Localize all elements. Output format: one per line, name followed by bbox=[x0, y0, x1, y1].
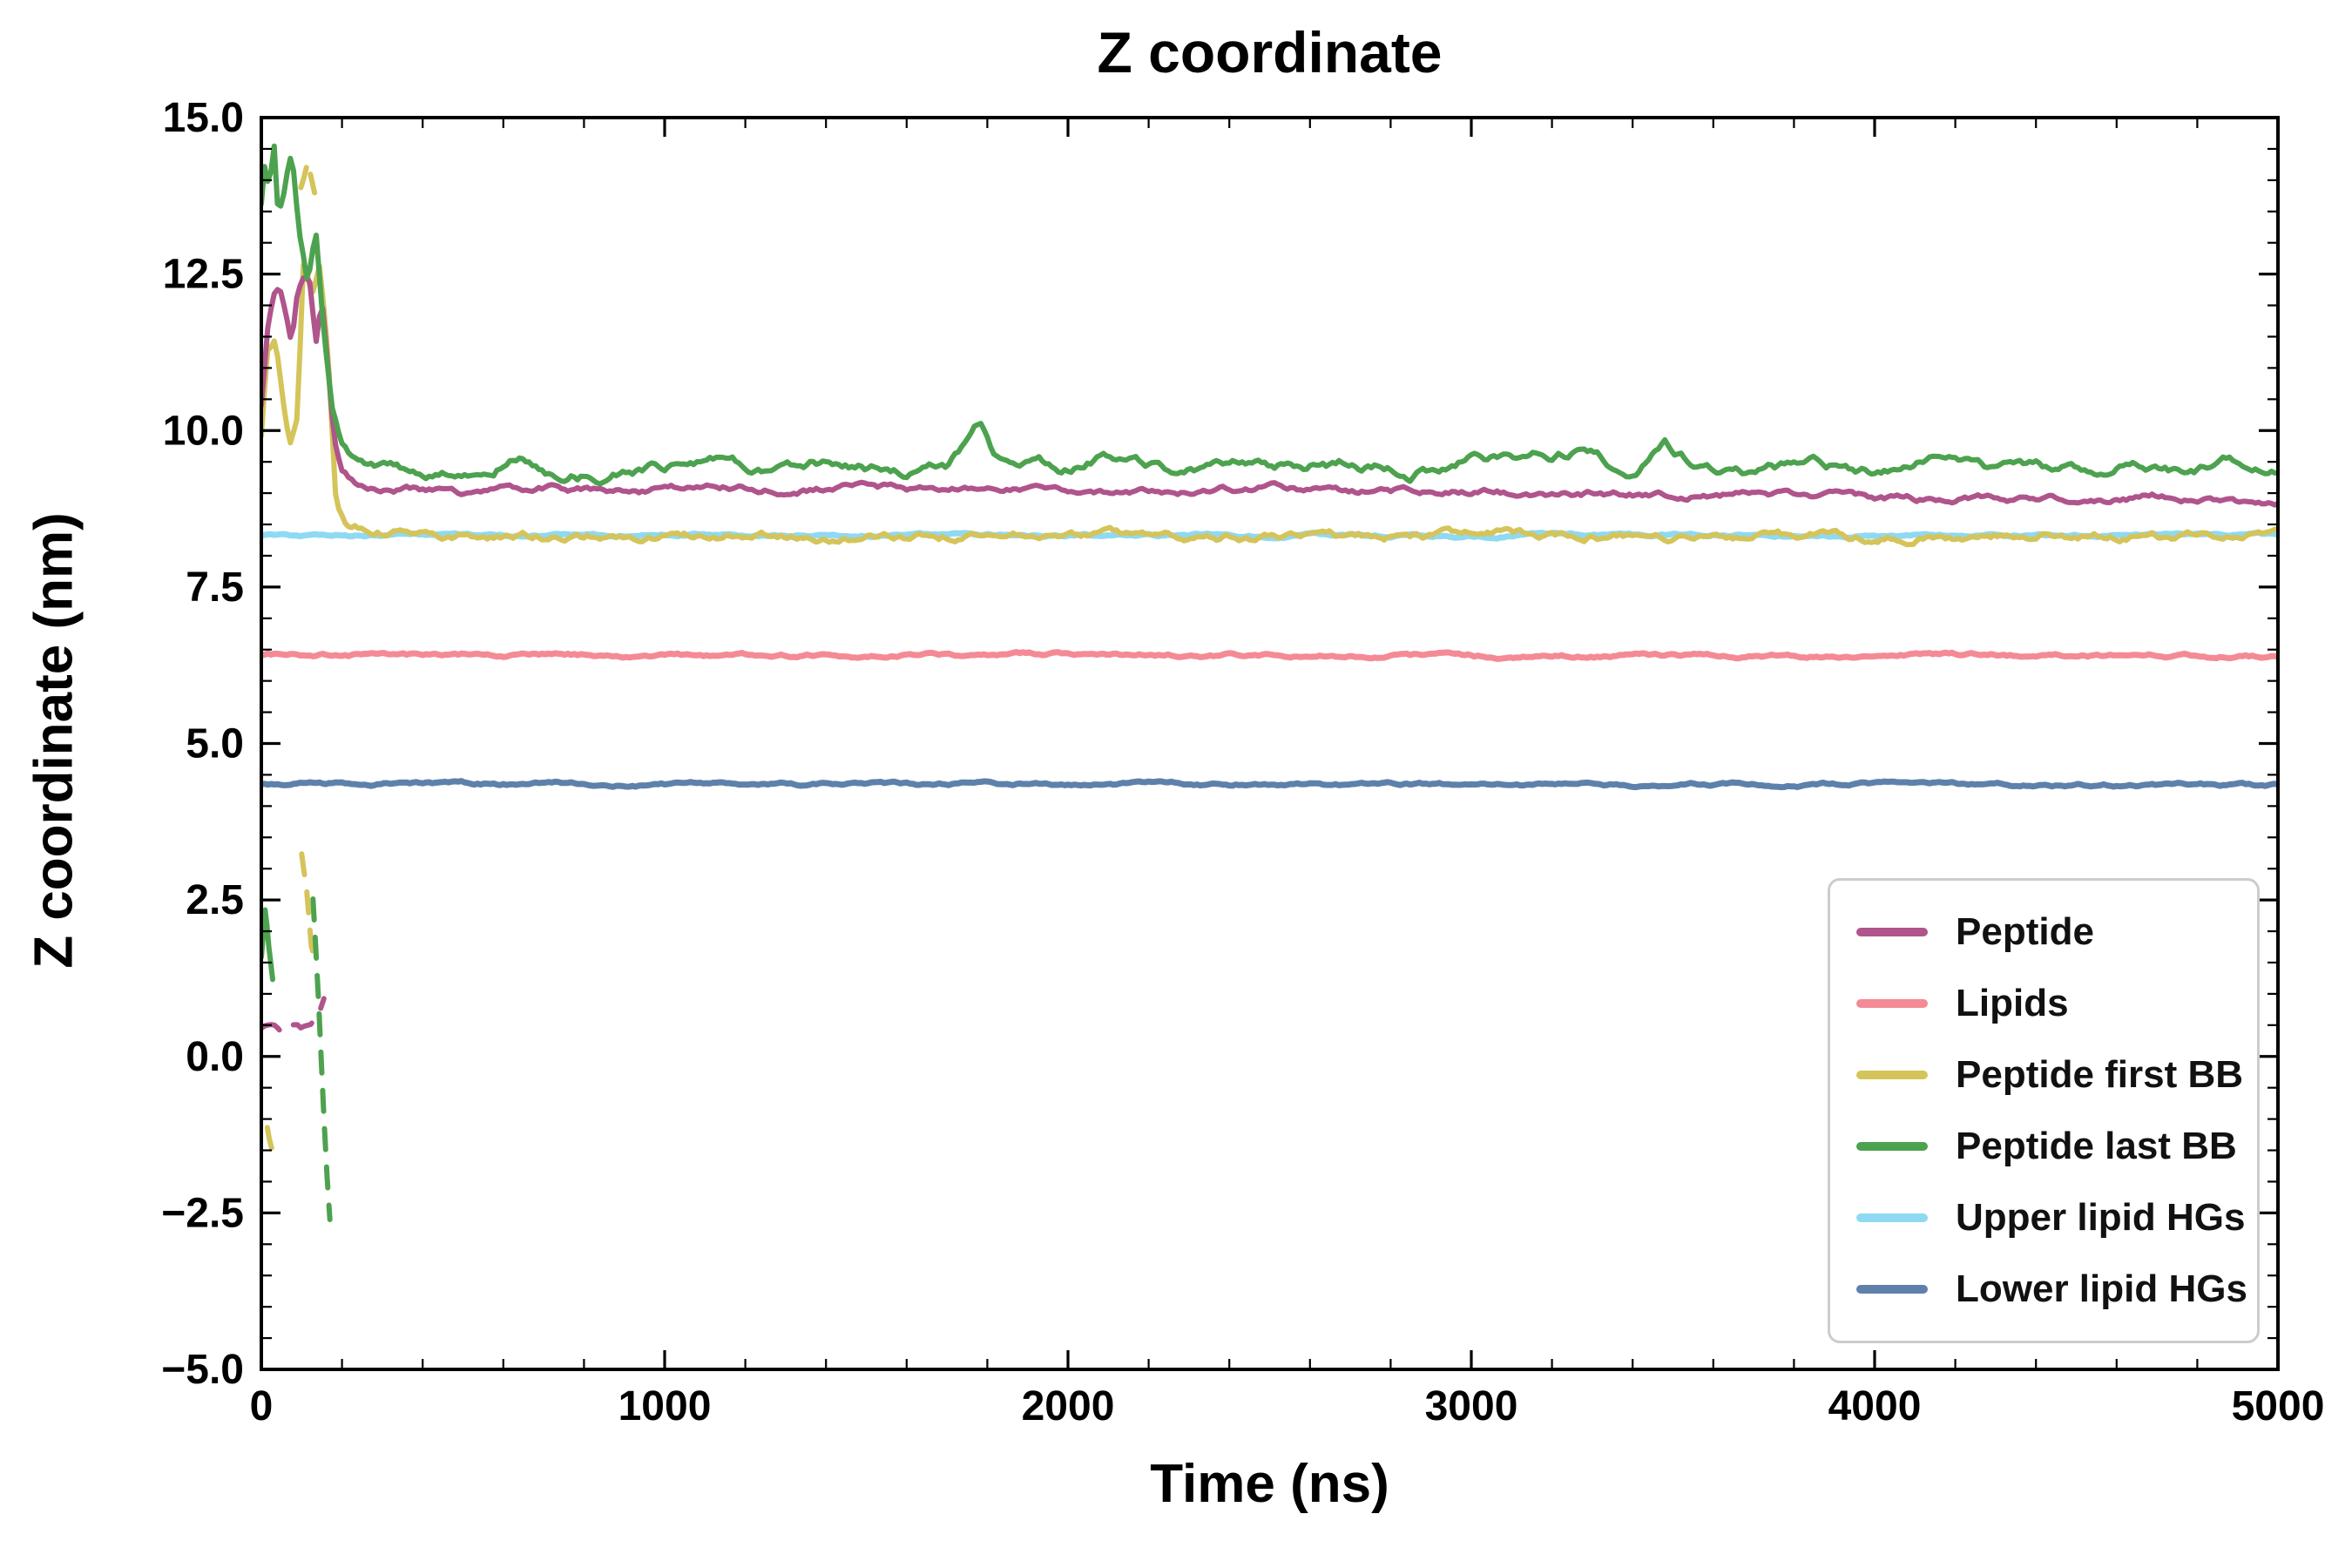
legend-swatch bbox=[1856, 1142, 1928, 1151]
legend-swatch bbox=[1856, 999, 1928, 1008]
y-tick-label: 0.0 bbox=[186, 1034, 244, 1080]
legend-swatch bbox=[1856, 1071, 1928, 1079]
x-tick-label: 5000 bbox=[2232, 1383, 2325, 1429]
y-tick-label: 2.5 bbox=[186, 877, 244, 923]
chart-title: Z coordinate bbox=[1097, 20, 1443, 84]
legend-label: Peptide last BB bbox=[1956, 1125, 2237, 1167]
y-tick-label: −2.5 bbox=[161, 1190, 244, 1236]
y-tick-label: 7.5 bbox=[186, 564, 244, 611]
legend: Peptide Lipids Peptide first BB Peptide las… bbox=[1828, 878, 2260, 1343]
y-tick-label: −5.0 bbox=[161, 1347, 244, 1393]
x-axis-label: Time (ns) bbox=[1150, 1454, 1389, 1514]
legend-item: Peptide bbox=[1856, 910, 2231, 954]
y-tick-label: 10.0 bbox=[163, 408, 244, 454]
legend-label: Lower lipid HGs bbox=[1956, 1267, 2247, 1310]
legend-item: Upper lipid HGs bbox=[1856, 1196, 2245, 1240]
legend-label: Peptide first BB bbox=[1956, 1053, 2244, 1096]
legend-label: Upper lipid HGs bbox=[1956, 1196, 2246, 1239]
legend-swatch bbox=[1856, 1285, 1928, 1294]
legend-item: Lower lipid HGs bbox=[1856, 1267, 2247, 1311]
series-lower-lipid-hgs bbox=[261, 778, 2278, 791]
y-tick-label: 15.0 bbox=[163, 95, 244, 141]
legend-item: Peptide last BB bbox=[1856, 1125, 2237, 1168]
y-tick-label: 12.5 bbox=[163, 252, 244, 298]
x-tick-label: 0 bbox=[250, 1383, 274, 1429]
legend-label: Lipids bbox=[1956, 982, 2069, 1024]
legend-label: Peptide bbox=[1956, 910, 2094, 953]
x-tick-label: 2000 bbox=[1022, 1383, 1115, 1429]
legend-swatch bbox=[1856, 1213, 1928, 1222]
series-peptide-first-bb bbox=[261, 159, 2278, 1159]
legend-swatch bbox=[1856, 928, 1928, 936]
x-tick-label: 4000 bbox=[1828, 1383, 1922, 1429]
x-tick-label: 1000 bbox=[618, 1383, 712, 1429]
y-tick-label: 5.0 bbox=[186, 721, 244, 767]
y-axis-label: Z coordinate (nm) bbox=[24, 512, 84, 969]
x-tick-label: 3000 bbox=[1425, 1383, 1518, 1429]
legend-item: Lipids bbox=[1856, 982, 2231, 1025]
legend-item: Peptide first BB bbox=[1856, 1053, 2243, 1097]
series-lipids bbox=[261, 649, 2278, 662]
plot-border bbox=[260, 116, 2280, 1371]
